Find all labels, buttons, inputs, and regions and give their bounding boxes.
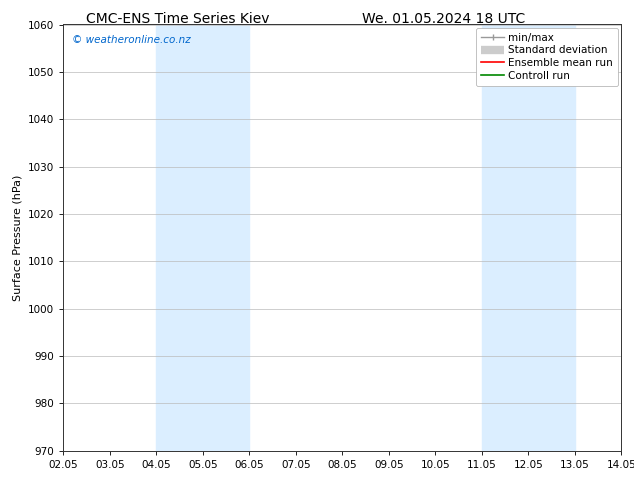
Y-axis label: Surface Pressure (hPa): Surface Pressure (hPa) (13, 174, 23, 301)
Text: CMC-ENS Time Series Kiev: CMC-ENS Time Series Kiev (86, 12, 269, 26)
Bar (157, 24, 249, 451)
Legend: min/max, Standard deviation, Ensemble mean run, Controll run: min/max, Standard deviation, Ensemble me… (476, 27, 618, 86)
Bar (482, 24, 575, 451)
Text: © weatheronline.co.nz: © weatheronline.co.nz (72, 35, 191, 45)
Text: We. 01.05.2024 18 UTC: We. 01.05.2024 18 UTC (362, 12, 526, 26)
